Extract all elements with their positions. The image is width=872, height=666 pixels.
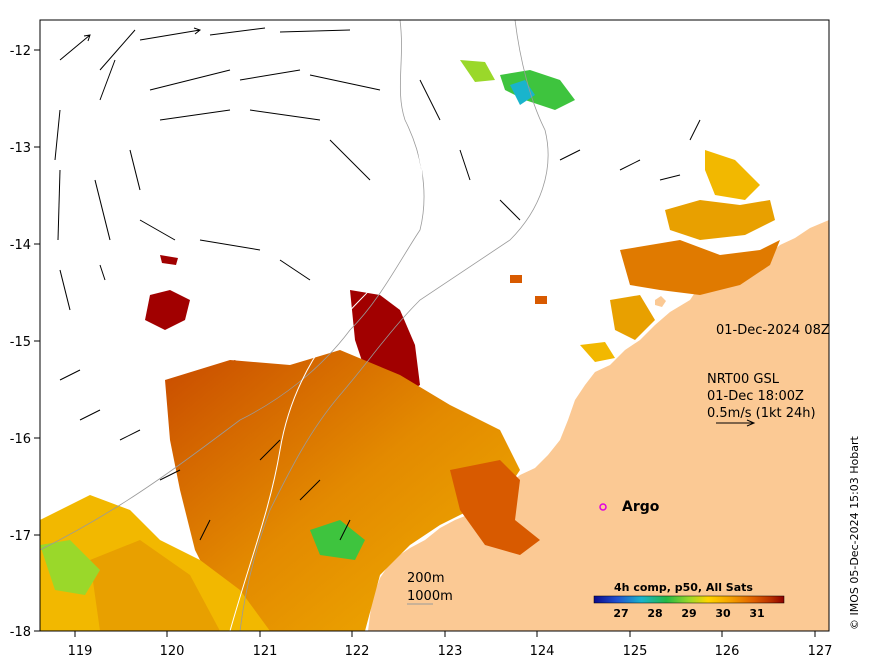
lat-tick-label: -17 [10, 529, 31, 544]
current-product-label: NRT00 GSL [707, 372, 780, 387]
lon-tick-label: 121 [253, 644, 278, 659]
current-scale-label: 0.5m/s (1kt 24h) [707, 406, 816, 421]
lat-tick-labels: -12 -13 -14 -15 -16 -17 -18 [10, 44, 31, 640]
current-vectors [54, 27, 701, 541]
argo-float-marker [599, 503, 607, 511]
colorbar-tick: 27 [613, 607, 628, 620]
lat-tick-label: -18 [10, 625, 31, 640]
plot-frame [39, 19, 830, 632]
lon-tick-label: 122 [345, 644, 370, 659]
colorbar-tick: 30 [715, 607, 731, 620]
axis-ticks [34, 49, 816, 637]
lon-tick-label: 127 [808, 644, 833, 659]
credit-label: © IMOS 05-Dec-2024 15:03 Hobart [848, 436, 861, 630]
colorbar-tick: 31 [749, 607, 764, 620]
lat-tick-label: -12 [10, 44, 31, 59]
lon-tick-label: 120 [160, 644, 185, 659]
sst-field [40, 60, 780, 631]
argo-label: Argo [622, 499, 660, 515]
lon-tick-labels: 119 120 121 122 123 124 125 126 127 [68, 644, 833, 659]
lat-tick-label: -16 [10, 432, 31, 447]
lon-tick-label: 123 [438, 644, 463, 659]
isobath-1000-label: 1000m [407, 589, 453, 604]
lat-tick-label: -13 [10, 141, 31, 156]
isobath-200-label: 200m [407, 571, 444, 586]
lon-tick-label: 125 [623, 644, 648, 659]
date-label: 01-Dec-2024 08Z [716, 323, 830, 338]
current-time-label: 01-Dec 18:00Z [707, 389, 804, 404]
lat-tick-label: -14 [10, 238, 31, 253]
colorbar-tick: 29 [681, 607, 696, 620]
scale-arrow [716, 419, 756, 427]
lon-tick-label: 124 [530, 644, 555, 659]
colorbar-tick: 28 [647, 607, 662, 620]
lon-tick-label: 126 [715, 644, 740, 659]
colorbar-title: 4h comp, p50, All Sats [614, 581, 753, 594]
colorbar: 4h comp, p50, All Sats 27 28 29 30 31 [593, 581, 785, 620]
isobaths [40, 20, 549, 631]
lat-tick-label: -15 [10, 335, 31, 350]
lon-tick-label: 119 [68, 644, 93, 659]
